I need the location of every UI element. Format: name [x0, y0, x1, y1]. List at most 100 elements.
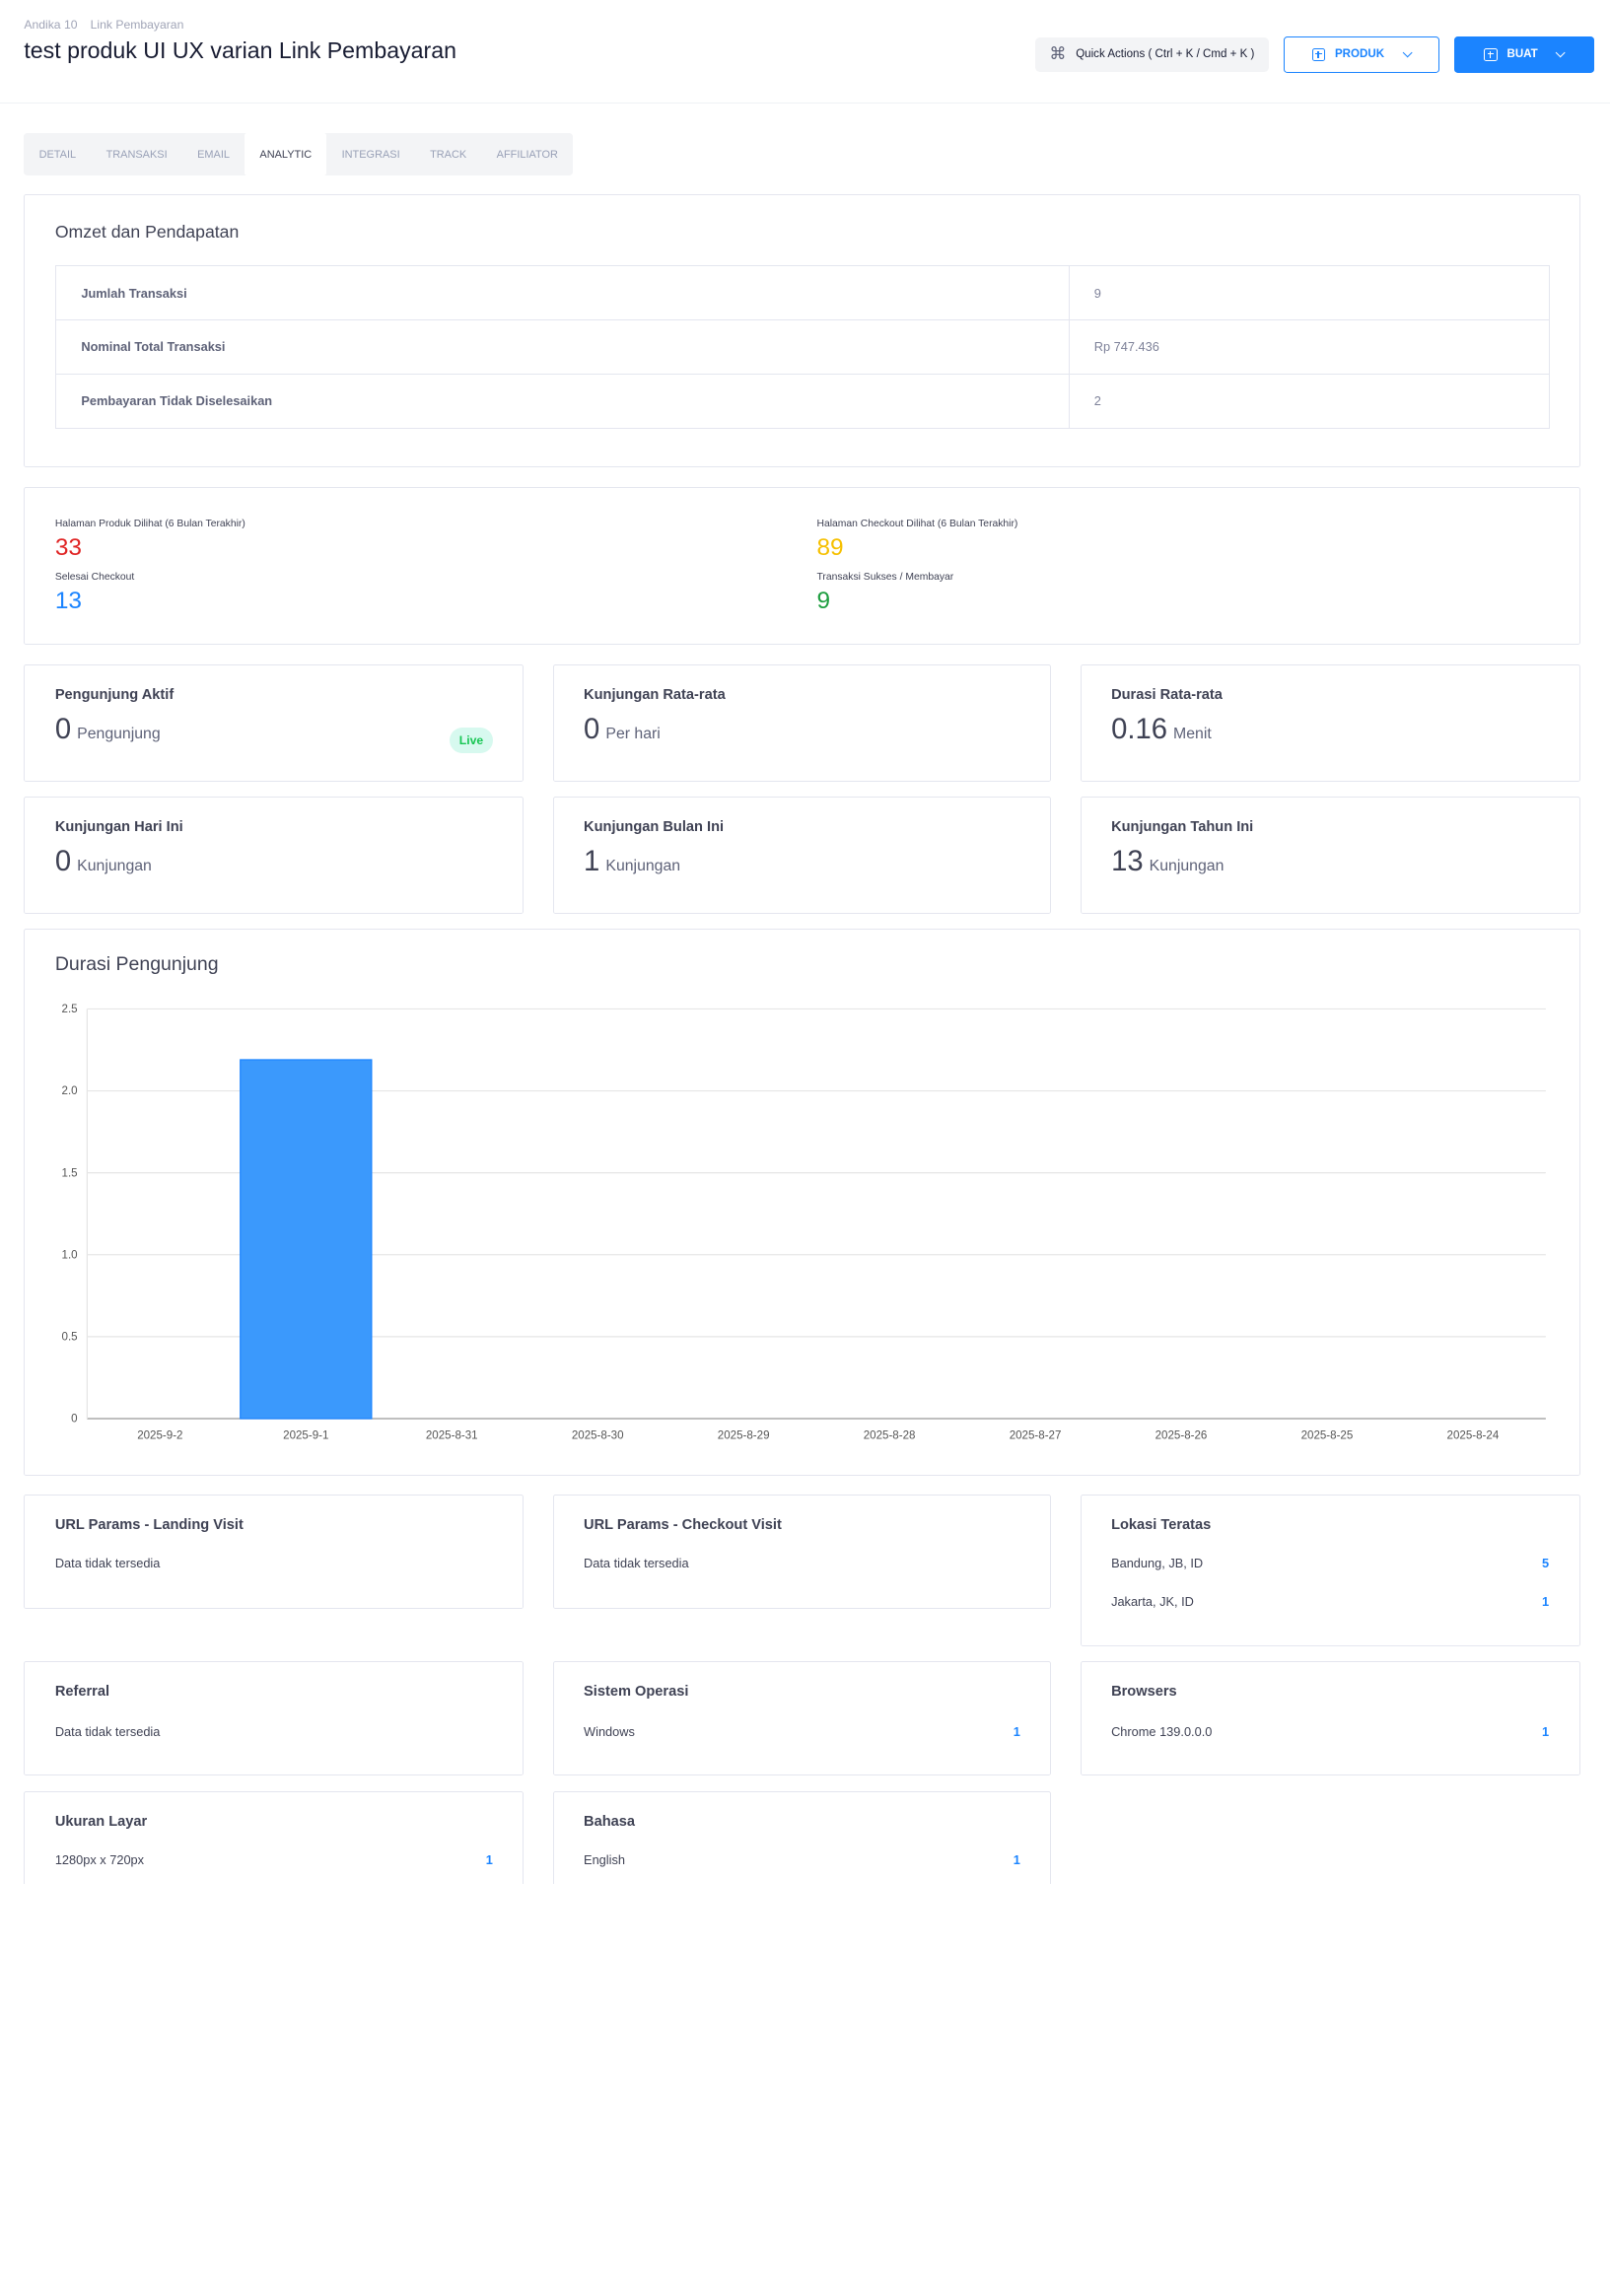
stat-unit: Kunjungan	[77, 857, 152, 874]
empty-text: Data tidak tersedia	[54, 1555, 161, 1570]
bahasa-card: Bahasa English 1	[552, 1791, 1052, 1884]
lokasi-card: Lokasi Teratas Bandung, JB, ID 5 Jakarta,…	[1080, 1495, 1580, 1646]
omzet-value: 9	[1069, 265, 1550, 320]
stat-number: 0 Pengunjung	[55, 714, 161, 746]
stat-number: 1 Kunjungan	[584, 846, 680, 878]
buat-dropdown-button[interactable]: BUAT	[1453, 35, 1595, 74]
bar	[240, 1059, 373, 1420]
y-tick-label: 0	[72, 1414, 78, 1426]
list-item: English 1	[584, 1852, 1020, 1867]
tab-affiliator[interactable]: AFFILIATOR	[496, 148, 558, 161]
chart-title: Durasi Pengunjung	[54, 953, 219, 976]
item-count: 1	[1013, 1723, 1020, 1739]
stat-unit: Pengunjung	[77, 725, 161, 742]
stat-value: 1	[584, 845, 600, 877]
omzet-title: Omzet dan Pendapatan	[54, 222, 240, 243]
table-row: Pembayaran Tidak Diselesaikan 2	[54, 373, 1550, 429]
stat-unit: Kunjungan	[1149, 857, 1225, 874]
x-tick-label: 2025-8-25	[1301, 1430, 1354, 1442]
funnel-card: Halaman Produk Dilihat (6 Bulan Terakhir…	[24, 486, 1580, 646]
breadcrumb-item[interactable]: Link Pembayaran	[90, 18, 184, 33]
pengunjung-aktif-card: Pengunjung Aktif 0 Pengunjung Live	[24, 663, 525, 783]
stat-value: 0	[584, 713, 600, 745]
list-item: 1280px x 720px 1	[55, 1852, 493, 1867]
kunjungan-bulan-card: Kunjungan Bulan Ini 1 Kunjungan	[552, 796, 1052, 915]
stat-number: 13 Kunjungan	[1111, 846, 1224, 878]
url-checkout-card: URL Params - Checkout Visit Data tidak t…	[552, 1495, 1052, 1609]
table-row: Jumlah Transaksi 9	[54, 265, 1550, 320]
x-tick-label: 2025-8-26	[1155, 1430, 1208, 1442]
tab-transaksi[interactable]: TRANSAKSI	[105, 148, 168, 161]
card-title: URL Params - Checkout Visit	[584, 1516, 782, 1533]
card-title: Lokasi Teratas	[1111, 1516, 1212, 1533]
header-actions: ⌘ Quick Actions ( Ctrl + K / Cmd + K ) P…	[1034, 35, 1595, 74]
chevron-down-icon	[1402, 47, 1413, 58]
stat-value: 0	[54, 713, 72, 745]
stat-number: 0 Kunjungan	[55, 846, 152, 878]
produk-dropdown-button[interactable]: PRODUK	[1283, 35, 1440, 74]
plus-square-icon	[1311, 47, 1326, 62]
durasi-rata-card: Durasi Rata-rata 0.16 Menit	[1080, 663, 1580, 783]
breadcrumb: Andika 10 Link Pembayaran	[24, 18, 193, 32]
stat-value: 13	[1111, 845, 1144, 877]
item-count: 1	[1542, 1723, 1550, 1739]
plus-square-icon	[1484, 47, 1498, 62]
x-tick-label: 2025-9-2	[138, 1430, 183, 1442]
list-item: Windows 1	[584, 1724, 1020, 1739]
durasi-chart-card: Durasi Pengunjung 0 0.5 1.0 1.5 2.0 2.5 2025-9…	[24, 929, 1580, 1476]
quick-actions-label: Quick Actions ( Ctrl + K / Cmd + K )	[1076, 48, 1255, 61]
bar-chart: 0 0.5 1.0 1.5 2.0 2.5 2025-9-2 2025-9-1 2025-8-3…	[62, 1004, 1547, 1442]
list-item: Chrome 139.0.0.0 1	[1111, 1724, 1549, 1739]
card-title: Kunjungan Tahun Ini	[1111, 818, 1254, 835]
kunjungan-tahun-card: Kunjungan Tahun Ini 13 Kunjungan	[1080, 796, 1580, 915]
produk-dilihat-value: 33	[54, 534, 82, 562]
tab-integrasi[interactable]: INTEGRASI	[341, 148, 400, 161]
tab-bar: DETAIL TRANSAKSI EMAIL ANALYTIC INTEGRAS…	[24, 133, 574, 175]
x-tick-label: 2025-8-31	[426, 1430, 478, 1442]
breadcrumb-item[interactable]: Andika 10	[24, 18, 78, 33]
item-count: 5	[1542, 1555, 1550, 1570]
y-tick-label: 2.0	[62, 1085, 78, 1097]
top-header: Andika 10 Link Pembayaran test produk UI…	[0, 0, 1610, 104]
chevron-down-icon	[1555, 47, 1567, 58]
stat-number: 0.16 Menit	[1111, 714, 1212, 746]
stat-number: 0 Per hari	[584, 714, 661, 746]
x-tick-label: 2025-8-29	[718, 1430, 770, 1442]
item-name: English	[584, 1852, 625, 1867]
item-name: Windows	[584, 1723, 635, 1739]
produk-dilihat-label: Halaman Produk Dilihat (6 Bulan Terakhir…	[54, 519, 245, 530]
y-tick-label: 0.5	[62, 1332, 78, 1344]
card-title: Kunjungan Hari Ini	[54, 818, 183, 835]
card-title: Durasi Rata-rata	[1111, 686, 1223, 703]
item-name: 1280px x 720px	[54, 1852, 145, 1867]
omzet-value: 2	[1069, 373, 1550, 429]
item-name: Chrome 139.0.0.0	[1111, 1723, 1213, 1739]
layar-card: Ukuran Layar 1280px x 720px 1	[24, 1791, 525, 1884]
selesai-checkout-label: Selesai Checkout	[54, 571, 135, 583]
live-badge: Live	[450, 728, 493, 754]
card-title: Sistem Operasi	[584, 1684, 689, 1701]
x-tick-label: 2025-8-28	[864, 1430, 916, 1442]
y-tick-label: 1.0	[62, 1249, 78, 1261]
omzet-card: Omzet dan Pendapatan Jumlah Transaksi 9 …	[24, 194, 1580, 468]
tab-detail[interactable]: DETAIL	[38, 148, 77, 161]
omzet-value: Rp 747.436	[1069, 318, 1550, 375]
item-name: Bandung, JB, ID	[1111, 1555, 1204, 1570]
x-tick-label: 2025-9-1	[284, 1430, 329, 1442]
card-title: Kunjungan Rata-rata	[584, 686, 726, 703]
omzet-table: Jumlah Transaksi 9 Nominal Total Transak…	[54, 265, 1550, 429]
buat-label: BUAT	[1506, 48, 1538, 61]
stat-unit: Menit	[1173, 725, 1212, 742]
browsers-card: Browsers Chrome 139.0.0.0 1	[1080, 1661, 1580, 1776]
produk-label: PRODUK	[1334, 48, 1385, 61]
tab-email[interactable]: EMAIL	[197, 148, 230, 161]
card-title: Kunjungan Bulan Ini	[584, 818, 725, 835]
x-tick-label: 2025-8-27	[1010, 1430, 1062, 1442]
table-row: Nominal Total Transaksi Rp 747.436	[54, 318, 1550, 375]
tab-track[interactable]: TRACK	[430, 148, 467, 161]
quick-actions-button[interactable]: ⌘ Quick Actions ( Ctrl + K / Cmd + K )	[1034, 36, 1269, 73]
item-count: 1	[1013, 1852, 1020, 1867]
card-title: Pengunjung Aktif	[54, 686, 175, 703]
tab-analytic[interactable]: ANALYTIC	[245, 133, 327, 175]
kunjungan-hari-card: Kunjungan Hari Ini 0 Kunjungan	[24, 796, 525, 915]
